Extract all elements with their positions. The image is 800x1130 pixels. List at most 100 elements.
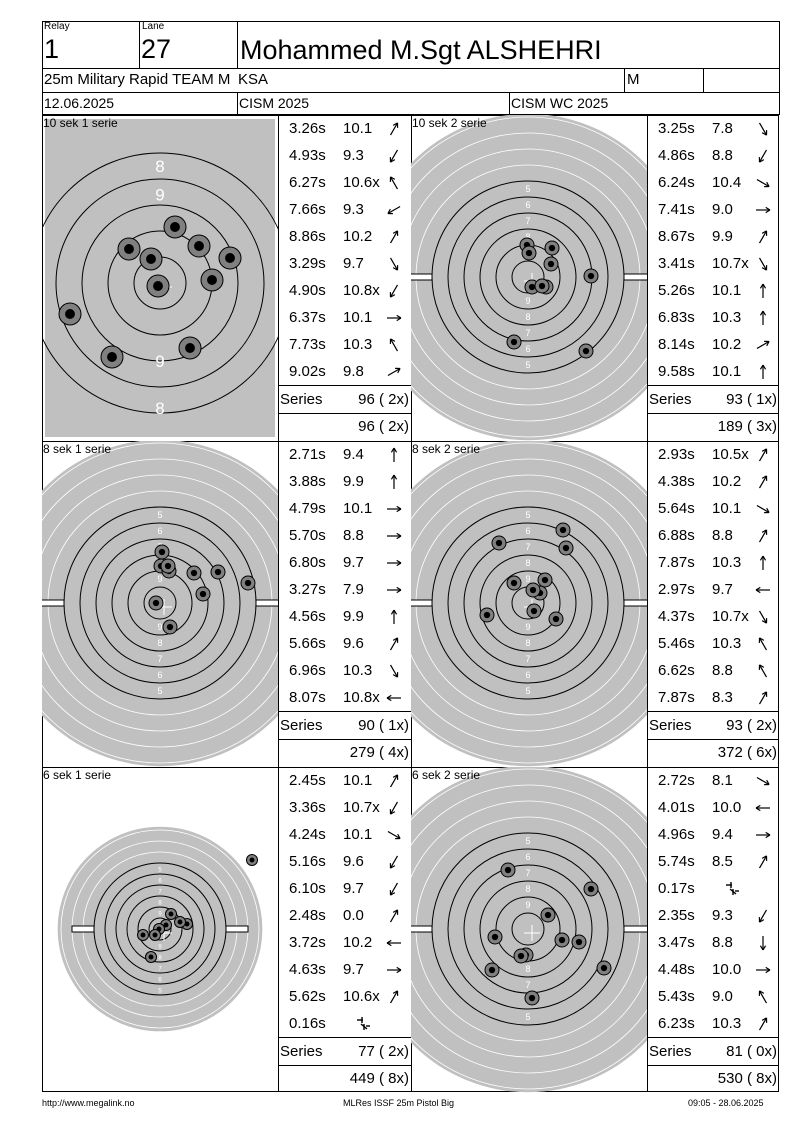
shot-row: 2.97s 9.7 — [647, 576, 777, 603]
shot-row: 3.88s 9.9 — [278, 468, 408, 495]
shot-score: 10.3 — [712, 554, 742, 571]
running-total: 530 ( 8x) — [717, 1070, 777, 1087]
direction-arrow-icon — [385, 988, 403, 1006]
svg-text:7: 7 — [525, 542, 530, 552]
direction-arrow-icon — [754, 608, 772, 626]
shot-time: 5.66s — [289, 635, 326, 652]
shot-time: 4.24s — [289, 826, 326, 843]
svg-text:6: 6 — [525, 344, 530, 354]
shot-score: 10.1 — [712, 500, 742, 517]
header-vline-5 — [237, 92, 238, 115]
shot-score: 9.6 — [343, 853, 364, 870]
shot-time: 7.87s — [658, 554, 695, 571]
shot-time: 4.37s — [658, 608, 695, 625]
panel-title: 10 sek 2 serie — [412, 116, 487, 130]
shot-score: 9.8 — [343, 363, 364, 380]
shot-score: 10.2 — [343, 934, 373, 951]
shot-time: 3.29s — [289, 255, 326, 272]
shot-score: 10.3 — [343, 336, 373, 353]
shot-score: 10.6x — [343, 174, 380, 191]
shot-score: 10.1 — [712, 363, 742, 380]
series-total: 81 ( 0x) — [726, 1043, 777, 1060]
panel-title: 6 sek 2 serie — [412, 768, 481, 782]
shot-row: 4.96s 9.4 — [647, 821, 777, 848]
shot-score: 9.3 — [343, 201, 364, 218]
shot-row: 5.64s 10.1 — [647, 495, 777, 522]
shot-row: 7.66s 9.3 — [278, 196, 408, 223]
target-diagram: 5 5 6 6 7 7 8 8 9 9 — [411, 441, 647, 767]
direction-arrow-icon — [385, 255, 403, 273]
direction-arrow-icon — [754, 934, 772, 952]
series-label: Series — [649, 1043, 692, 1060]
competition: CISM 2025 — [239, 95, 310, 111]
direction-arrow-icon — [754, 1015, 772, 1033]
series-separator — [647, 413, 779, 414]
svg-text:8: 8 — [157, 638, 162, 648]
svg-text:6: 6 — [158, 879, 162, 885]
shot-row: 2.45s 10.1 — [278, 767, 408, 794]
shot-score: 9.4 — [343, 446, 364, 463]
svg-text:9: 9 — [155, 352, 164, 371]
direction-arrow-icon — [754, 961, 772, 979]
shot-row: 6.23s 10.3 — [647, 1010, 777, 1037]
header-vline-2 — [237, 21, 238, 68]
direction-arrow-icon — [385, 446, 403, 464]
shot-score: 10.1 — [343, 500, 373, 517]
series-total: 90 ( 1x) — [358, 717, 409, 734]
footer-left[interactable]: http://www.megalink.no — [42, 1098, 135, 1108]
shot-row: 3.29s 9.7 — [278, 250, 408, 277]
col-separator — [647, 115, 648, 1092]
shot-time: 4.93s — [289, 147, 326, 164]
row-separator — [42, 441, 779, 442]
direction-arrow-icon — [385, 147, 403, 165]
shot-score: 10.2 — [712, 336, 742, 353]
shot-row: 8.07s 10.8x — [278, 684, 408, 711]
svg-text:5: 5 — [525, 184, 530, 194]
shot-row: 6.37s 10.1 — [278, 304, 408, 331]
lane-label: Lane — [142, 21, 165, 32]
running-total: 189 ( 3x) — [717, 418, 777, 435]
shot-time: 4.01s — [658, 799, 695, 816]
shot-row: 3.36s 10.7x — [278, 794, 408, 821]
shot-time: 8.67s — [658, 228, 695, 245]
svg-text:7: 7 — [525, 654, 530, 664]
series-total: 93 ( 2x) — [726, 717, 777, 734]
shot-score: 10.0 — [712, 799, 742, 816]
series-separator — [278, 385, 411, 386]
target-diagram: 8 9 9 8 — [42, 119, 278, 437]
series-separator — [647, 385, 779, 386]
shot-score: 7.9 — [343, 581, 364, 598]
shot-row: 6.88s 8.8 — [647, 522, 777, 549]
direction-arrow-icon — [385, 581, 403, 599]
shot-score: 10.8x — [343, 282, 380, 299]
svg-text:8: 8 — [525, 964, 530, 974]
shot-row: 3.41s 10.7x — [647, 250, 777, 277]
shot-time: 6.24s — [658, 174, 695, 191]
direction-arrow-icon — [754, 527, 772, 545]
svg-text:5: 5 — [158, 868, 162, 874]
shot-time: 4.38s — [658, 473, 695, 490]
panel-title: 8 sek 1 serie — [43, 442, 112, 456]
shot-row: 7.87s 8.3 — [647, 684, 777, 711]
direction-arrow-icon — [754, 147, 772, 165]
shot-score: 9.7 — [343, 554, 364, 571]
shot-time: 0.16s — [289, 1015, 326, 1032]
svg-text:8: 8 — [525, 884, 530, 894]
shot-row: 6.24s 10.4 — [647, 169, 777, 196]
shot-score: 10.1 — [712, 282, 742, 299]
series-separator — [647, 711, 779, 712]
direction-arrow-icon — [385, 799, 403, 817]
direction-arrow-icon — [754, 120, 772, 138]
shot-row: 3.26s 10.1 — [278, 115, 408, 142]
direction-arrow-icon — [754, 581, 772, 599]
running-total: 96 ( 2x) — [358, 418, 409, 435]
direction-arrow-icon — [385, 120, 403, 138]
shot-row: 4.01s 10.0 — [647, 794, 777, 821]
shot-time: 3.41s — [658, 255, 695, 272]
shot-score: 10.3 — [712, 309, 742, 326]
series-separator — [278, 711, 411, 712]
shot-score: 10.7x — [343, 799, 380, 816]
shot-score: 8.8 — [712, 934, 733, 951]
shot-score: 10.1 — [343, 309, 373, 326]
shot-score: 9.9 — [712, 228, 733, 245]
